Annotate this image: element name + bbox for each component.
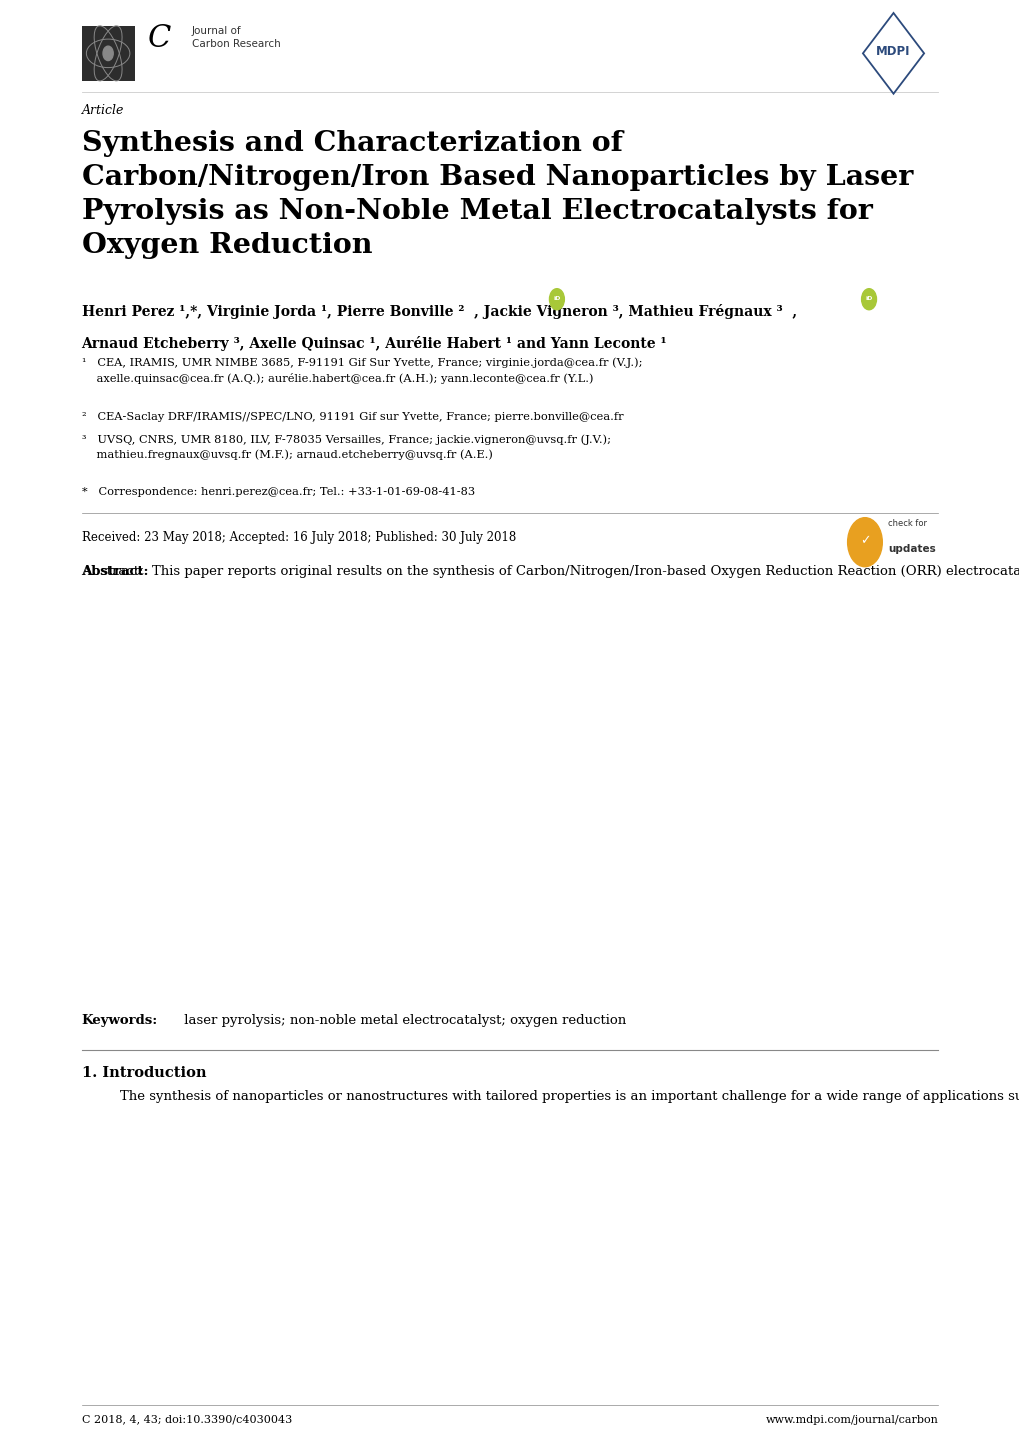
Text: The synthesis of nanoparticles or nanostructures with tailored properties is an : The synthesis of nanoparticles or nanost…	[120, 1090, 1019, 1103]
Text: Abstract:: Abstract:	[82, 565, 149, 578]
Text: iD: iD	[864, 296, 872, 301]
Text: laser pyrolysis; non-noble metal electrocatalyst; oxygen reduction: laser pyrolysis; non-noble metal electro…	[179, 1014, 626, 1027]
Text: Received: 23 May 2018; Accepted: 16 July 2018; Published: 30 July 2018: Received: 23 May 2018; Accepted: 16 July…	[82, 531, 516, 544]
Circle shape	[847, 518, 881, 567]
Text: C 2018, 4, 43; doi:10.3390/c4030043: C 2018, 4, 43; doi:10.3390/c4030043	[82, 1415, 291, 1425]
Text: ³   UVSQ, CNRS, UMR 8180, ILV, F-78035 Versailles, France; jackie.vigneron@uvsq.: ³ UVSQ, CNRS, UMR 8180, ILV, F-78035 Ver…	[82, 434, 610, 460]
Text: ✓: ✓	[859, 534, 869, 548]
Text: 1. Introduction: 1. Introduction	[82, 1066, 206, 1080]
Text: Journal of
Carbon Research: Journal of Carbon Research	[192, 26, 280, 49]
Circle shape	[549, 288, 564, 310]
Text: ¹   CEA, IRAMIS, UMR NIMBE 3685, F-91191 Gif Sur Yvette, France; virginie.jorda@: ¹ CEA, IRAMIS, UMR NIMBE 3685, F-91191 G…	[82, 358, 642, 384]
Text: Arnaud Etcheberry ³, Axelle Quinsac ¹, Aurélie Habert ¹ and Yann Leconte ¹: Arnaud Etcheberry ³, Axelle Quinsac ¹, A…	[82, 336, 666, 350]
Text: MDPI: MDPI	[875, 45, 910, 59]
Circle shape	[103, 46, 113, 61]
Text: updates: updates	[888, 544, 935, 554]
Text: Keywords:: Keywords:	[82, 1014, 158, 1027]
Text: Abstract:  This paper reports original results on the synthesis of Carbon/Nitrog: Abstract: This paper reports original re…	[82, 565, 1019, 578]
Circle shape	[861, 288, 875, 310]
Text: check for: check for	[888, 519, 926, 528]
FancyBboxPatch shape	[82, 26, 135, 81]
Text: Synthesis and Characterization of
Carbon/Nitrogen/Iron Based Nanoparticles by La: Synthesis and Characterization of Carbon…	[82, 130, 912, 258]
Text: *   Correspondence: henri.perez@cea.fr; Tel.: +33-1-01-69-08-41-83: * Correspondence: henri.perez@cea.fr; Te…	[82, 487, 474, 497]
Text: Article: Article	[82, 104, 124, 117]
Text: www.mdpi.com/journal/carbon: www.mdpi.com/journal/carbon	[765, 1415, 937, 1425]
Text: Henri Perez ¹,*, Virginie Jorda ¹, Pierre Bonville ²  , Jackie Vigneron ³, Mathi: Henri Perez ¹,*, Virginie Jorda ¹, Pierr…	[82, 304, 796, 319]
Text: iD: iD	[552, 296, 560, 301]
Text: C: C	[148, 23, 171, 53]
Text: ²   CEA-Saclay DRF/IRAMIS//SPEC/LNO, 91191 Gif sur Yvette, France; pierre.bonvil: ² CEA-Saclay DRF/IRAMIS//SPEC/LNO, 91191…	[82, 412, 623, 423]
